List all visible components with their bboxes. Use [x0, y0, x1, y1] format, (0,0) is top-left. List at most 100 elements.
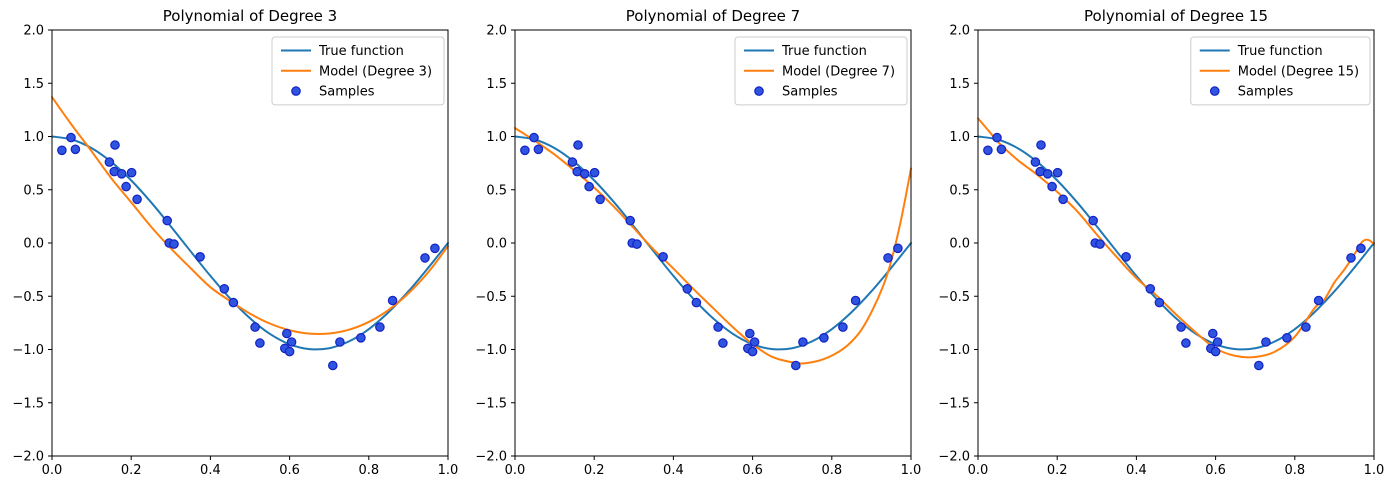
sample-point [66, 132, 76, 143]
sample-point [387, 295, 398, 306]
y-tick-label: 1.0 [486, 130, 507, 145]
y-tick-label: 0.0 [949, 237, 970, 252]
x-tick-label: 0.8 [358, 463, 379, 478]
sample-point [798, 337, 808, 347]
legend-marker-sample [291, 86, 301, 96]
legend-label: Samples [319, 85, 375, 100]
sample-point [132, 194, 142, 205]
x-tick-label: 0.8 [821, 463, 842, 478]
sample-point [893, 243, 903, 254]
sample-point [1047, 181, 1057, 192]
sample-point [1282, 332, 1292, 343]
y-tick-label: −2.0 [475, 450, 507, 465]
sample-point [281, 328, 292, 339]
sample-point [520, 145, 530, 156]
sample-point [992, 132, 1002, 143]
sample-point [713, 322, 723, 332]
sample-point [1052, 167, 1063, 178]
sample-point [420, 253, 430, 263]
sample-point [790, 360, 801, 371]
sample-point [1036, 140, 1046, 150]
y-tick-label: 1.0 [949, 130, 970, 145]
legend-label: True function [781, 44, 867, 59]
sample-point [1145, 283, 1156, 294]
legend-marker-sample [754, 86, 764, 96]
sample-point [1042, 169, 1053, 179]
sample-point [335, 337, 345, 347]
sample-point [718, 338, 728, 348]
sample-point [589, 167, 600, 178]
x-tick-label: 0.4 [200, 463, 221, 478]
sample-point [169, 239, 179, 249]
sample-point [1154, 297, 1165, 308]
legend-label: True function [1237, 44, 1323, 59]
sample-point [1301, 322, 1311, 332]
legend: True function Model (Degree 3) Samples [271, 36, 445, 106]
legend-box [1190, 36, 1371, 106]
y-tick-label: 0.5 [949, 183, 970, 198]
sample-point [625, 215, 635, 226]
x-tick-label: 0.4 [1126, 463, 1147, 478]
sample-point [356, 332, 366, 343]
sample-point [850, 295, 861, 306]
sample-point [1088, 215, 1098, 226]
y-tick-label: −0.5 [12, 290, 44, 305]
y-tick-label: 2.0 [949, 24, 970, 39]
sample-point [533, 144, 544, 155]
sample-point [250, 322, 260, 332]
y-tick-label: −1.0 [12, 343, 44, 358]
subplot-degree-3: 0.0 0.2 0.4 0.6 0.8 1.0 2.0 1.5 1.0 0.5 0.0 −0.5 −1.… [0, 0, 463, 490]
chart-title: Polynomial of Degree 3 [163, 7, 337, 25]
sample-point [57, 145, 67, 156]
sample-point [595, 194, 605, 205]
x-tick-label: 0.8 [1284, 463, 1305, 478]
sample-point [883, 253, 893, 263]
sample-point [104, 157, 115, 167]
x-tick-label: 0.0 [42, 463, 63, 478]
y-tick-label: −1.0 [938, 343, 970, 358]
y-tick-label: −1.0 [475, 343, 507, 358]
y-tick-label: 2.0 [23, 24, 44, 39]
sample-point [375, 322, 385, 332]
y-tick-label: 0.0 [486, 237, 507, 252]
chart-title: Polynomial of Degree 7 [626, 7, 800, 25]
sample-point [747, 346, 758, 357]
x-tick-label: 1.0 [901, 463, 922, 478]
sample-point [195, 251, 205, 262]
sample-point [838, 322, 848, 332]
sample-point [983, 145, 993, 156]
y-tick-label: −2.0 [12, 450, 44, 465]
sample-point [1261, 337, 1271, 347]
subplot-degree-15: 0.0 0.2 0.4 0.6 0.8 1.0 2.0 1.5 1.0 0.5 0.0 −0.5 −1.… [926, 0, 1389, 490]
chart-title: Polynomial of Degree 15 [1084, 7, 1268, 25]
y-tick-label: 0.0 [23, 237, 44, 252]
chart-svg: 0.0 0.2 0.4 0.6 0.8 1.0 2.0 1.5 1.0 0.5 0.0 −0.5 −1.… [938, 7, 1384, 478]
sample-point [1121, 251, 1131, 262]
sample-point [1313, 295, 1324, 306]
axes-spines [51, 29, 449, 457]
model-line [51, 96, 449, 336]
sample-point [584, 181, 594, 192]
sample-point [286, 337, 297, 347]
y-tick-label: −2.0 [938, 450, 970, 465]
sample-point [1356, 243, 1366, 254]
legend-box [734, 36, 908, 106]
legend-label: Model (Degree 15) [1238, 64, 1359, 79]
x-tick-label: 0.0 [968, 463, 989, 478]
sample-point [749, 337, 760, 347]
sample-point [1058, 194, 1068, 205]
sample-point [682, 283, 693, 294]
sample-point [126, 167, 137, 178]
subplot-degree-7: 0.0 0.2 0.4 0.6 0.8 1.0 2.0 1.5 1.0 0.5 0.0 −0.5 −1.… [463, 0, 926, 490]
y-tick-label: −0.5 [475, 290, 507, 305]
sample-point [121, 181, 131, 192]
x-tick-label: 0.6 [742, 463, 763, 478]
sample-point [529, 132, 539, 143]
y-tick-label: −0.5 [938, 290, 970, 305]
sample-point [284, 346, 295, 357]
sample-point [219, 283, 230, 294]
sample-point [1210, 346, 1221, 357]
y-tick-label: −1.5 [12, 396, 44, 411]
sample-point [327, 360, 338, 371]
y-tick-label: 1.5 [23, 77, 44, 92]
